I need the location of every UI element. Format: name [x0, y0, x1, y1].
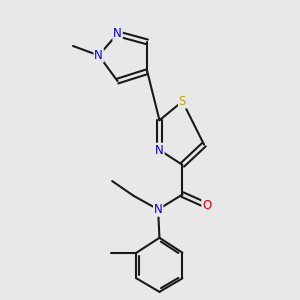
- Text: O: O: [202, 199, 212, 212]
- Text: S: S: [179, 95, 186, 108]
- Text: N: N: [155, 143, 164, 157]
- Text: N: N: [113, 27, 122, 40]
- Text: N: N: [94, 49, 103, 62]
- Text: N: N: [154, 203, 163, 216]
